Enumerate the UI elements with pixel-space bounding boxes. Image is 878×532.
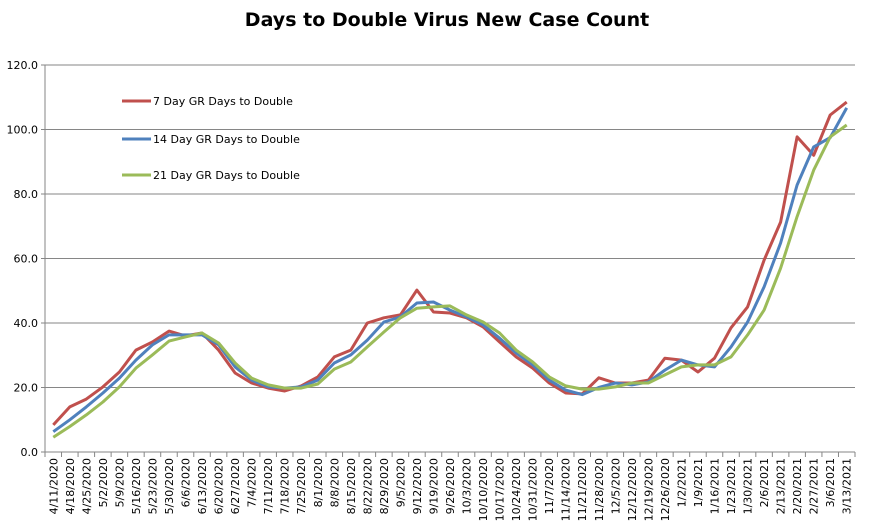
x-tick-label: 9/12/2020 <box>411 458 424 514</box>
x-tick-label: 8/29/2020 <box>378 458 391 514</box>
y-axis-ticks: 0.0 20.0 40.0 60.0 80.0 100.0 120.0 <box>7 59 45 459</box>
x-tick-label: 11/14/2020 <box>560 458 573 521</box>
x-tick-label: 9/5/2020 <box>394 458 407 507</box>
x-tick-label: 11/21/2020 <box>576 458 589 521</box>
x-tick-label: 6/13/2020 <box>196 458 209 514</box>
x-tick-label: 9/19/2020 <box>427 458 440 514</box>
x-tick-label: 8/22/2020 <box>361 458 374 514</box>
x-tick-label: 3/6/2021 <box>824 458 837 507</box>
x-tick-label: 8/15/2020 <box>345 458 358 514</box>
x-tick-label: 10/31/2020 <box>527 458 540 521</box>
legend-label: 14 Day GR Days to Double <box>153 133 300 146</box>
x-tick-label: 5/23/2020 <box>146 458 159 514</box>
x-tick-label: 5/16/2020 <box>130 458 143 514</box>
y-tick-label: 20.0 <box>14 382 39 395</box>
series-lines <box>52 100 849 439</box>
y-tick-label: 40.0 <box>14 317 39 330</box>
x-tick-label: 10/3/2020 <box>461 458 474 514</box>
x-tick-label: 4/18/2020 <box>64 458 77 514</box>
x-tick-label: 5/2/2020 <box>97 458 110 507</box>
x-tick-label: 1/2/2021 <box>675 458 688 507</box>
x-axis-ticks: 4/11/2020 4/18/2020 4/25/2020 5/2/2020 5/9/2… <box>44 452 856 521</box>
series-line-2 <box>52 107 849 433</box>
legend: 7 Day GR Days to Double 14 Day GR Days to… <box>122 95 300 182</box>
x-tick-label: 7/25/2020 <box>295 458 308 514</box>
x-tick-label: 2/13/2021 <box>775 458 788 514</box>
x-tick-label: 1/30/2021 <box>742 458 755 514</box>
x-tick-label: 7/18/2020 <box>279 458 292 514</box>
x-tick-label: 9/26/2020 <box>444 458 457 514</box>
x-tick-label: 12/5/2020 <box>609 458 622 514</box>
y-tick-label: 60.0 <box>14 253 39 266</box>
y-tick-label: 0.0 <box>21 446 39 459</box>
x-tick-label: 4/11/2020 <box>47 458 60 514</box>
x-tick-label: 7/11/2020 <box>262 458 275 514</box>
series-line-1 <box>52 100 848 426</box>
legend-label: 7 Day GR Days to Double <box>153 95 293 108</box>
x-tick-label: 2/27/2021 <box>808 458 821 514</box>
x-tick-label: 1/16/2021 <box>708 458 721 514</box>
x-tick-label: 2/6/2021 <box>758 458 771 507</box>
x-tick-label: 12/26/2020 <box>659 458 672 521</box>
x-tick-label: 10/24/2020 <box>510 458 523 521</box>
x-tick-label: 12/19/2020 <box>642 458 655 521</box>
x-tick-label: 12/12/2020 <box>626 458 639 521</box>
x-tick-label: 6/27/2020 <box>229 458 242 514</box>
x-tick-label: 2/20/2021 <box>791 458 804 514</box>
x-tick-label: 6/20/2020 <box>213 458 226 514</box>
x-tick-label: 5/9/2020 <box>113 458 126 507</box>
x-tick-label: 5/30/2020 <box>163 458 176 514</box>
y-tick-label: 100.0 <box>7 124 39 137</box>
gridlines <box>45 64 855 388</box>
x-tick-label: 11/7/2020 <box>543 458 556 514</box>
chart-title: Days to Double Virus New Case Count <box>245 9 649 31</box>
x-tick-label: 10/17/2020 <box>494 458 507 521</box>
x-tick-label: 6/6/2020 <box>180 458 193 507</box>
x-tick-label: 4/25/2020 <box>80 458 93 514</box>
x-tick-label: 7/4/2020 <box>246 458 259 507</box>
x-tick-label: 11/28/2020 <box>593 458 606 521</box>
x-tick-label: 8/8/2020 <box>328 458 341 507</box>
x-tick-label: 1/23/2021 <box>725 458 738 514</box>
x-tick-label: 10/10/2020 <box>477 458 490 521</box>
y-tick-label: 80.0 <box>14 188 39 201</box>
x-tick-label: 1/9/2021 <box>692 458 705 507</box>
y-tick-label: 120.0 <box>7 59 39 72</box>
x-tick-label: 8/1/2020 <box>312 458 325 507</box>
legend-label: 21 Day GR Days to Double <box>153 169 300 182</box>
x-tick-label: 3/13/2021 <box>841 458 854 514</box>
